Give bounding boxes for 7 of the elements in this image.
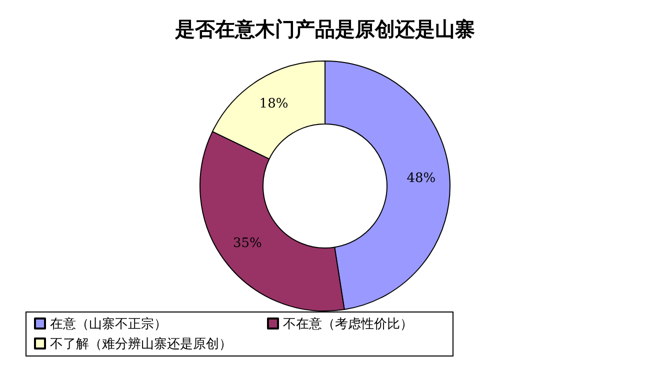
legend-label: 不了解（难分辨山寨还是原创） (50, 336, 232, 351)
legend-label: 不在意（考虑性价比） (283, 316, 413, 331)
data-label: 18% (259, 96, 288, 112)
legend-label: 在意（山寨不正宗） (50, 316, 167, 331)
data-label: 35% (233, 236, 262, 251)
data-label: 48% (406, 171, 436, 186)
chart-title: 是否在意木门产品是原创还是山寨 (174, 17, 475, 41)
